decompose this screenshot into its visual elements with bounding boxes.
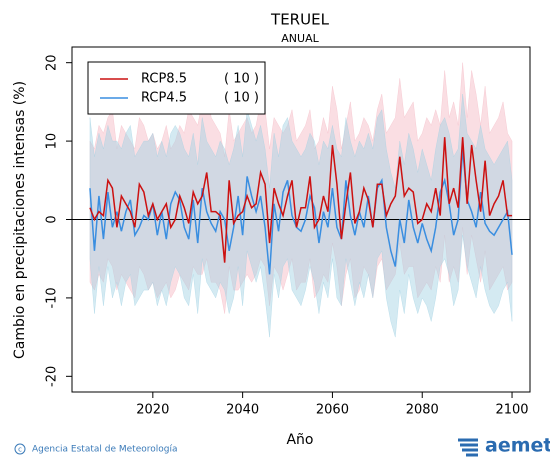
x-tick-label: 2100 (495, 403, 528, 418)
x-tick-label: 2060 (316, 403, 349, 418)
legend-box (87, 61, 266, 115)
y-tick-label: 20 (45, 54, 60, 71)
copyright-c: c (18, 446, 22, 454)
x-tick-label: 2080 (406, 403, 439, 418)
y-tick-label: 0 (45, 215, 60, 223)
legend-label: RCP8.5 (141, 72, 187, 87)
legend-count: ( 10 ) (224, 72, 259, 87)
legend-count: ( 10 ) (224, 91, 259, 106)
y-tick-label: -20 (45, 366, 60, 387)
footer-text: Agencia Estatal de Meteorología (32, 445, 178, 455)
series-line (89, 137, 513, 263)
logo-icon (458, 438, 478, 457)
logo-text: aemet (485, 435, 550, 457)
x-axis-label: Año (286, 432, 313, 448)
y-axis-label: Cambio en precipitaciones intensas (%) (12, 81, 28, 359)
y-tick-label: 10 (45, 133, 60, 150)
band (89, 94, 513, 338)
legend: RCP8.5 ( 10 ) RCP4.5 ( 10 ) (87, 61, 266, 115)
chart-subtitle: ANUAL (281, 32, 319, 45)
x-tick-label: 2040 (226, 403, 259, 418)
y-tick-label: -10 (45, 287, 60, 308)
copyright-icon (14, 443, 26, 455)
legend-label: RCP4.5 (141, 91, 187, 106)
x-tick-label: 2020 (136, 403, 169, 418)
plot-area (72, 62, 530, 338)
logo-stripes (458, 438, 478, 457)
chart-title: TERUEL (270, 11, 330, 29)
